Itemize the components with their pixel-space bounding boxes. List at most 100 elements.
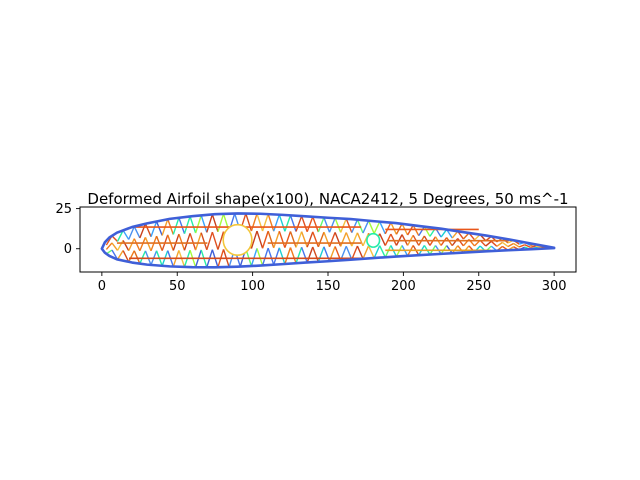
mesh-edge [284,247,292,265]
mesh-edge [273,214,280,232]
plot-area [100,212,556,269]
mesh-edge [284,215,292,232]
mesh-edge [133,226,141,239]
mesh-edge [530,245,537,248]
mesh-edge [172,217,180,235]
mesh-edge [300,215,308,232]
mesh-edge [189,233,197,251]
mesh-edge [373,245,381,259]
mesh-edge [362,245,370,260]
mesh-edge [150,221,158,237]
mesh-edge [267,247,275,265]
mesh-edge [128,226,135,240]
mesh-edge [351,245,359,260]
mesh-edge [379,233,386,246]
mesh-edge [122,230,130,240]
mesh-edge [513,242,520,248]
mesh-edge [312,246,320,263]
mesh-edge [139,223,147,239]
mesh-edge [211,231,219,250]
mesh-edge [155,221,163,236]
x-tick-label: 50 [169,279,186,294]
mesh-edge [306,216,314,233]
mesh-edge [273,231,280,249]
mesh-edge [183,233,191,251]
x-tick-label: 100 [240,279,265,294]
mesh-edge [261,247,269,266]
spar-hole-main [222,223,253,256]
mesh-edge [451,238,459,247]
mesh-edge [306,246,314,263]
mesh-edge [518,244,525,248]
mesh-edge [379,221,386,235]
mesh-edge [111,242,119,251]
mesh-edge [273,247,280,265]
mesh-edge [250,248,258,267]
mesh-edge [367,245,375,259]
mesh-edge [295,246,303,264]
mesh-edge [139,250,147,264]
mesh-edge [328,217,336,233]
mesh-edge [256,230,264,249]
mesh-edge [317,217,325,233]
mesh-edge [172,233,180,251]
mesh-edge [200,232,208,251]
mesh-edge [418,226,425,237]
mesh-edge [206,214,214,233]
mesh-edge [217,213,225,233]
mesh-edge [250,230,258,249]
chart-title: Deformed Airfoil shape(x100), NACA2412, … [87,190,568,208]
mesh-edge [496,241,503,247]
mesh-edge [128,238,135,251]
mesh-edge [356,245,364,260]
y-tick-label: 0 [64,242,72,257]
mesh-edge [446,237,453,247]
x-tick-label: 150 [316,279,341,294]
mesh-edge [390,222,398,235]
mesh-edge [284,231,292,248]
mesh-edge [178,217,186,234]
y-tick-label: 25 [55,202,72,217]
mesh-edge [312,231,320,248]
mesh-edge [351,232,359,247]
mesh-edge [457,238,464,247]
mesh-edge [323,231,331,247]
mesh-edge [116,240,124,251]
mesh-edge [217,231,225,250]
mesh-edge [312,216,320,233]
mesh-edge [261,230,269,249]
mesh-edge [194,215,202,234]
mesh-edge [345,245,353,260]
mesh-edge [295,215,303,232]
mesh-edge [524,244,531,248]
mesh-edge [384,233,392,246]
mesh-edge [189,216,197,234]
mesh-edge [250,213,258,232]
mesh-edge [440,229,448,238]
mesh-edge [278,214,286,232]
x-axis: 0 50 100 150 200 250 300 [98,272,567,294]
mesh-edge [367,220,375,234]
mesh-edge [194,232,202,251]
mesh-edge [261,213,269,232]
mesh-edge [278,231,286,248]
mesh-edge [139,237,147,252]
mesh-edge [133,238,141,252]
mesh-edge [245,213,253,232]
mesh-edge [300,246,308,263]
mesh-edge [373,221,381,234]
mesh-edge [200,215,208,233]
mesh-edge [206,231,214,251]
mesh-edge [502,241,509,248]
mesh-edge [144,237,152,252]
mesh-edge [128,250,135,263]
mesh-edge [116,230,124,242]
mesh-edge [306,231,314,248]
mesh-edge [535,245,542,249]
mesh-edge [211,214,219,233]
mesh-edge [295,231,303,248]
mesh-edge [122,240,130,251]
spar-hole-rear [366,232,381,248]
mesh-edge [300,231,308,248]
